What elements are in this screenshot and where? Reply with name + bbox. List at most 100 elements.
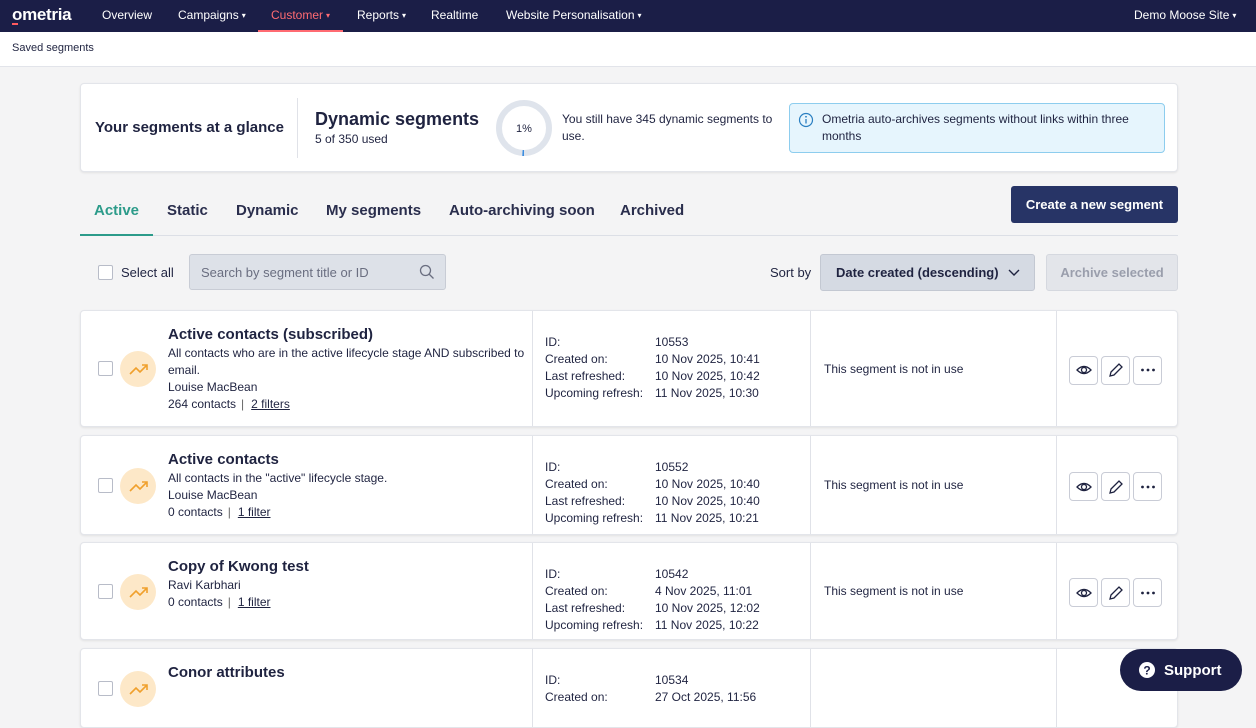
caret: ▾ — [402, 11, 407, 20]
nav-label: Customer — [271, 8, 324, 22]
sort-label: Sort by — [770, 265, 812, 280]
segment-description: All contacts in the "active" lifecycle s… — [168, 471, 388, 485]
detail-label: ID: — [545, 460, 561, 474]
tabs-baseline — [80, 235, 1178, 236]
segment-title[interactable]: Copy of Kwong test — [168, 558, 309, 575]
column-divider — [532, 543, 533, 639]
column-divider — [532, 311, 533, 426]
detail-value: 10 Nov 2025, 10:41 — [655, 352, 760, 366]
nav-item[interactable]: Reports ▾ — [357, 8, 406, 22]
trend-icon — [129, 684, 148, 695]
nav-item[interactable]: Overview — [102, 8, 152, 22]
info-icon — [798, 112, 814, 128]
view-button[interactable] — [1069, 472, 1098, 501]
create-segment-button[interactable]: Create a new segment — [1011, 186, 1178, 223]
more-button[interactable] — [1133, 578, 1162, 607]
support-button[interactable]: ? Support — [1120, 649, 1242, 691]
edit-button[interactable] — [1101, 472, 1130, 501]
tab[interactable]: My segments — [326, 202, 422, 219]
support-label: Support — [1164, 661, 1222, 679]
logo-accent — [12, 23, 18, 25]
edit-icon — [1108, 479, 1123, 494]
column-divider — [810, 649, 811, 727]
logo[interactable]: ometria — [12, 5, 72, 24]
segment-owner: Louise MacBean — [168, 488, 258, 502]
filters-link[interactable]: 1 filter — [237, 595, 271, 609]
column-divider — [1056, 311, 1057, 426]
tab[interactable]: Archived — [620, 202, 685, 219]
detail-label: ID: — [545, 673, 561, 687]
detail-value: 10 Nov 2025, 10:40 — [655, 494, 760, 508]
detail-value: 4 Nov 2025, 11:01 — [655, 584, 753, 598]
view-icon — [1075, 365, 1092, 375]
detail-label: Last refreshed: — [545, 369, 626, 383]
column-divider — [810, 436, 811, 534]
row-checkbox[interactable] — [98, 361, 113, 376]
nav-label: Website Personalisation — [506, 8, 635, 22]
more-button[interactable] — [1133, 355, 1162, 385]
detail-value: 27 Oct 2025, 11:56 — [655, 690, 757, 704]
segment-title[interactable]: Conor attributes — [168, 664, 285, 681]
column-divider — [810, 543, 811, 639]
contact-count: 0 contacts — [168, 505, 223, 519]
edit-button[interactable] — [1101, 355, 1130, 385]
nav-active-underline — [258, 30, 343, 32]
detail-label: Last refreshed: — [545, 601, 626, 615]
tab[interactable]: Dynamic — [236, 202, 299, 219]
top-nav: ometria Overview Campaigns ▾ Customer ▾ Repor… — [0, 0, 1256, 32]
site-switcher[interactable]: Demo Moose Site ▾ — [1134, 8, 1237, 22]
nav-item[interactable]: Realtime — [431, 8, 478, 22]
segment-info: Copy of Kwong test Ravi Karbhari 0 contact… — [168, 558, 533, 611]
segment-row: Active contacts All contacts in the "acti… — [80, 435, 1178, 535]
archive-selected-button[interactable]: Archive selected — [1046, 254, 1178, 291]
row-checkbox[interactable] — [98, 681, 113, 696]
detail-label: ID: — [545, 335, 561, 349]
column-divider — [1056, 436, 1057, 534]
dynamic-title: Dynamic segments — [315, 109, 480, 129]
filters-link[interactable]: 2 filters — [251, 397, 290, 411]
column-divider — [810, 311, 811, 426]
detail-value: 11 Nov 2025, 10:22 — [655, 618, 759, 632]
detail-label: Created on: — [545, 690, 608, 704]
detail-value: 11 Nov 2025, 10:30 — [655, 386, 759, 400]
tab[interactable]: Auto-archiving soon — [449, 202, 595, 219]
search-icon — [419, 264, 434, 279]
nav-item[interactable]: Customer ▾ — [271, 8, 330, 22]
segment-description: All contacts who are in the active lifec… — [168, 346, 525, 377]
tab[interactable]: Static — [167, 202, 208, 219]
select-all-label: Select all — [121, 265, 174, 280]
nav-item[interactable]: Campaigns ▾ — [178, 8, 246, 22]
segment-title[interactable]: Active contacts (subscribed) — [168, 326, 374, 343]
search-input[interactable]: Search by segment title or ID — [189, 254, 446, 290]
detail-label: Upcoming refresh: — [545, 618, 644, 632]
separator: | — [241, 397, 245, 411]
usage-status: This segment is not in use — [824, 478, 964, 492]
row-checkbox[interactable] — [98, 478, 113, 493]
edit-button[interactable] — [1101, 578, 1130, 607]
contacts-line: 0 contacts | 1 filter — [168, 504, 533, 521]
view-button[interactable] — [1069, 355, 1098, 385]
dynamic-icon — [120, 468, 156, 504]
row-checkbox[interactable] — [98, 584, 113, 599]
search-placeholder: Search by segment title or ID — [201, 265, 369, 280]
glance-title: Your segments at a glance — [95, 119, 284, 136]
breadcrumb-text: Saved segments — [12, 42, 94, 54]
contact-count: 0 contacts — [168, 595, 223, 609]
more-button[interactable] — [1133, 472, 1162, 501]
caret: ▾ — [326, 11, 331, 20]
segment-title[interactable]: Active contacts — [168, 451, 279, 468]
sort-dropdown[interactable]: Date created (descending) — [820, 254, 1035, 291]
usage-status: This segment is not in use — [824, 361, 964, 376]
info-box: Ometria auto-archives segments without l… — [789, 103, 1165, 153]
tab[interactable]: Active — [94, 202, 140, 219]
detail-label: Upcoming refresh: — [545, 511, 644, 525]
select-all-checkbox[interactable] — [98, 265, 113, 280]
detail-value: 10553 — [655, 335, 689, 349]
segment-info: Conor attributes — [168, 664, 533, 683]
view-button[interactable] — [1069, 578, 1098, 607]
detail-label: Created on: — [545, 352, 608, 366]
nav-item[interactable]: Website Personalisation ▾ — [506, 8, 642, 22]
filters-link[interactable]: 1 filter — [237, 505, 271, 519]
ring-label: 1% — [516, 123, 532, 135]
